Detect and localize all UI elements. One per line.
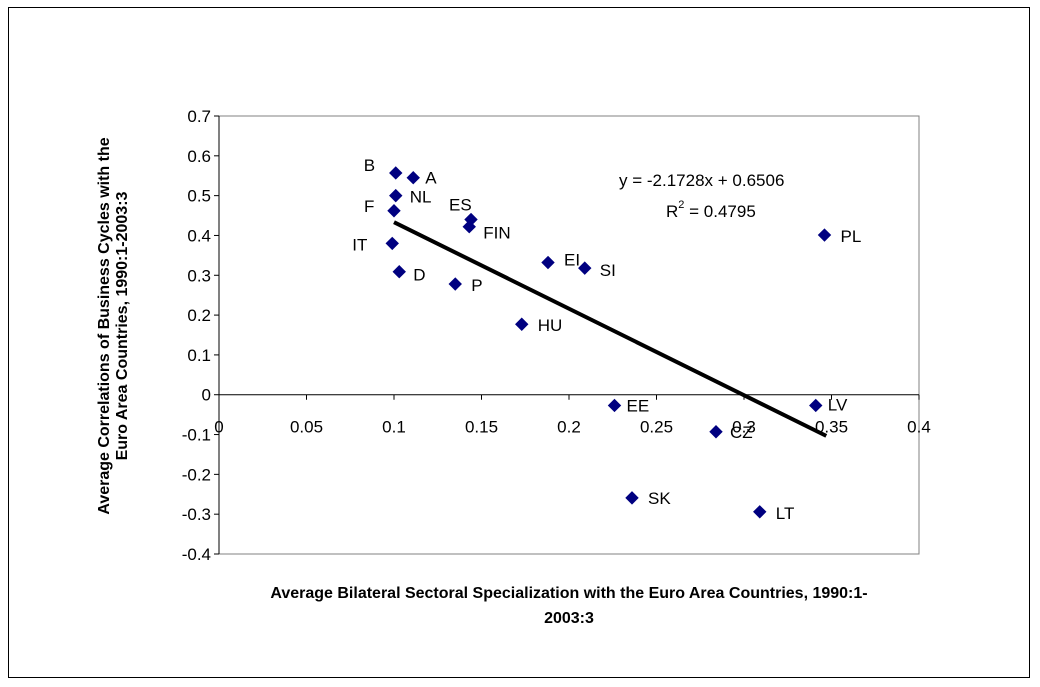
data-point-d bbox=[392, 264, 406, 279]
y-axis-title-line2: Euro Area Countries, 1990:1-2003:3 bbox=[114, 191, 131, 460]
y-tick-label: 0.6 bbox=[187, 147, 211, 166]
data-point-ei bbox=[541, 255, 555, 270]
y-axis-title-line1: Average Correlations of Business Cycles … bbox=[96, 137, 113, 514]
data-point-cz bbox=[709, 425, 723, 439]
point-label-cz: CZ bbox=[730, 423, 753, 442]
point-label-lt: LT bbox=[776, 504, 795, 523]
data-point-lt bbox=[753, 505, 767, 519]
point-label-it: IT bbox=[352, 235, 367, 254]
x-tick-label: 0.1 bbox=[382, 418, 406, 437]
y-tick-label: 0.7 bbox=[187, 107, 211, 126]
point-label-hu: HU bbox=[538, 316, 563, 335]
y-tick-label: 0 bbox=[202, 386, 211, 405]
r-squared-superscript: 2 bbox=[678, 199, 684, 211]
trendline-equation: y = -2.1728x + 0.6506 bbox=[619, 171, 784, 190]
x-tick-label: 0.35 bbox=[815, 418, 848, 437]
y-tick-label: -0.4 bbox=[182, 545, 211, 564]
point-label-es: ES bbox=[449, 196, 472, 215]
r-squared-label: R2 = 0.4795 bbox=[666, 199, 756, 221]
data-point-pl bbox=[817, 228, 832, 242]
data-point-fin bbox=[462, 219, 476, 234]
data-point-lv bbox=[809, 398, 823, 413]
point-label-a: A bbox=[425, 169, 437, 188]
x-axis-title-line2: 2003:3 bbox=[544, 610, 594, 627]
y-tick-label: 0.5 bbox=[187, 187, 211, 206]
data-point-ee bbox=[607, 398, 622, 413]
point-label-lv: LV bbox=[828, 395, 848, 414]
point-label-nl: NL bbox=[410, 188, 432, 207]
data-point-f bbox=[387, 204, 401, 218]
point-label-si: SI bbox=[600, 261, 616, 280]
trendline bbox=[393, 220, 828, 438]
point-label-f: F bbox=[364, 197, 374, 216]
point-label-b: B bbox=[364, 156, 375, 175]
x-tick-label: 0.15 bbox=[465, 418, 498, 437]
data-point-sk bbox=[625, 491, 639, 505]
data-point-it bbox=[385, 236, 399, 251]
x-tick-label: 0.2 bbox=[557, 418, 581, 437]
point-label-d: D bbox=[413, 266, 425, 285]
y-tick-label: -0.3 bbox=[182, 505, 211, 524]
r-squared-value: = 0.4795 bbox=[684, 202, 755, 221]
x-tick-label: 0 bbox=[214, 418, 223, 437]
point-label-p: P bbox=[471, 276, 482, 295]
y-tick-label: 0.2 bbox=[187, 306, 211, 325]
y-tick-label: 0.4 bbox=[187, 226, 211, 245]
data-point-b bbox=[389, 166, 403, 180]
r-squared-prefix: R bbox=[666, 202, 678, 221]
point-label-pl: PL bbox=[841, 227, 862, 246]
data-point-a bbox=[406, 171, 420, 185]
data-point-p bbox=[448, 277, 462, 291]
x-tick-label: 0.05 bbox=[290, 418, 323, 437]
x-tick-label: 0.25 bbox=[640, 418, 673, 437]
data-point-hu bbox=[515, 317, 529, 331]
data-point-si bbox=[578, 261, 592, 275]
point-label-ei: EI bbox=[564, 251, 580, 270]
x-tick-label: 0.3 bbox=[732, 418, 756, 437]
point-label-fin: FIN bbox=[483, 224, 510, 243]
x-tick-label: 0.4 bbox=[907, 418, 931, 437]
y-tick-label: -0.2 bbox=[182, 465, 211, 484]
point-label-ee: EE bbox=[627, 396, 650, 415]
y-tick-label: 0.3 bbox=[187, 266, 211, 285]
y-tick-label: 0.1 bbox=[187, 346, 211, 365]
data-point-nl bbox=[389, 188, 403, 203]
y-tick-label: -0.1 bbox=[182, 426, 211, 445]
x-axis-title-line1: Average Bilateral Sectoral Specializatio… bbox=[270, 585, 867, 602]
plot-area bbox=[218, 115, 920, 555]
point-label-sk: SK bbox=[648, 489, 671, 508]
